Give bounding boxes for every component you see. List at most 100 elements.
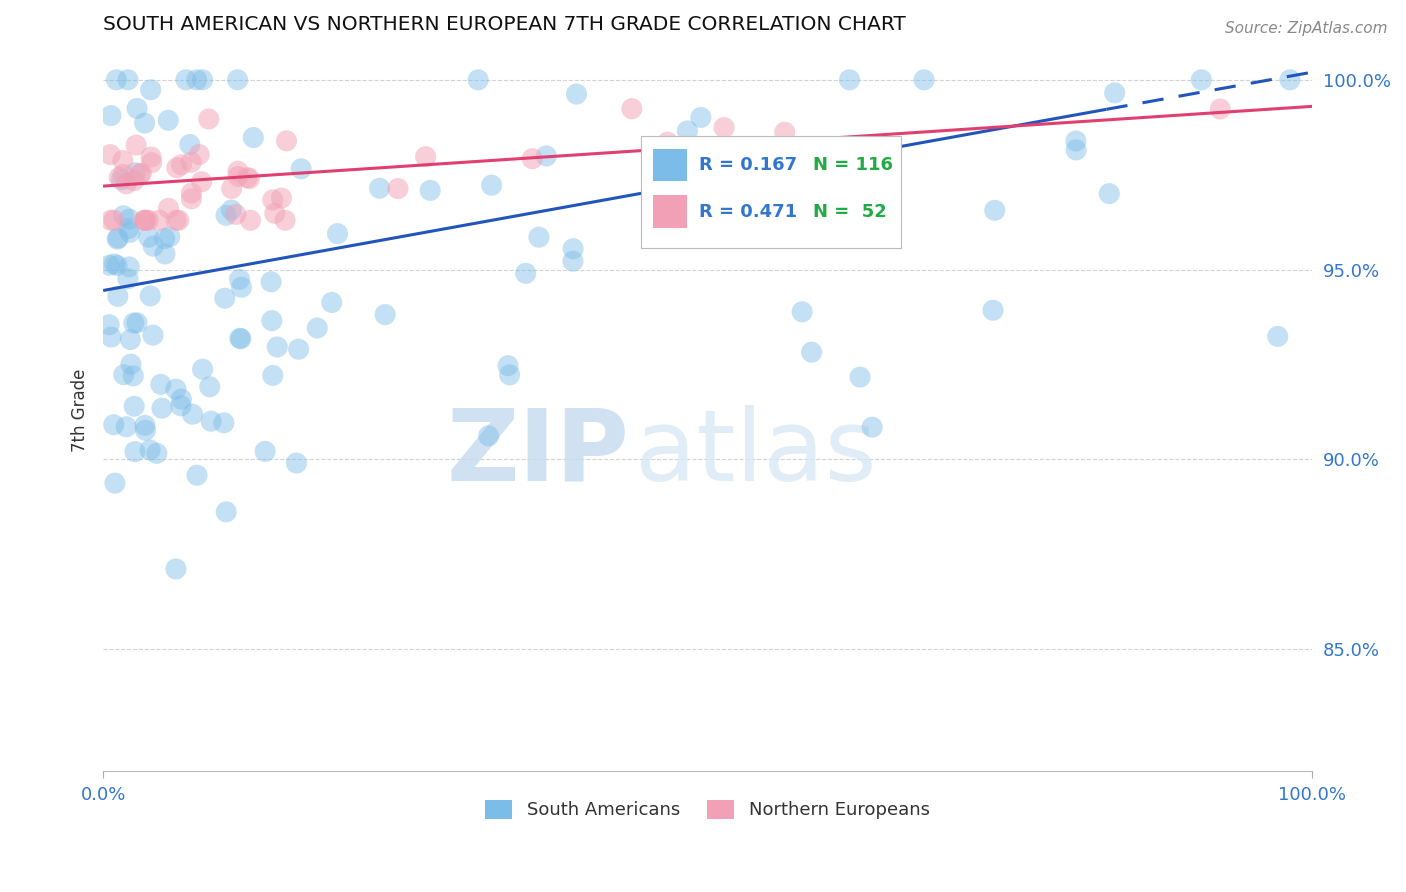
- Point: [676, 124, 699, 138]
- Point: [165, 213, 187, 227]
- Point: [260, 275, 283, 289]
- Point: [170, 392, 193, 406]
- Point: [197, 112, 219, 126]
- Point: [190, 175, 212, 189]
- Point: [105, 232, 128, 246]
- Point: [157, 113, 180, 128]
- Point: [98, 258, 121, 272]
- Point: [191, 362, 214, 376]
- Point: [98, 147, 121, 161]
- Point: [146, 446, 169, 460]
- Point: [148, 213, 170, 227]
- Point: [134, 213, 156, 227]
- Point: [125, 138, 148, 153]
- Point: [180, 155, 202, 169]
- Point: [125, 316, 148, 330]
- Point: [122, 174, 145, 188]
- Point: [166, 161, 188, 175]
- Point: [228, 272, 250, 286]
- Point: [242, 130, 264, 145]
- Point: [150, 401, 173, 416]
- Point: [100, 213, 122, 227]
- Point: [689, 111, 711, 125]
- Point: [103, 257, 125, 271]
- FancyBboxPatch shape: [641, 136, 901, 248]
- Point: [1209, 102, 1232, 116]
- Point: [105, 72, 128, 87]
- Point: [1104, 86, 1126, 100]
- Point: [124, 444, 146, 458]
- Text: atlas: atlas: [636, 405, 876, 502]
- Bar: [654, 149, 688, 181]
- Point: [773, 125, 796, 139]
- Point: [285, 456, 308, 470]
- Point: [157, 202, 180, 216]
- Point: [112, 368, 135, 382]
- Point: [374, 308, 396, 322]
- Point: [165, 562, 187, 576]
- Point: [120, 357, 142, 371]
- Point: [120, 333, 142, 347]
- Point: [100, 109, 122, 123]
- Point: [153, 247, 176, 261]
- Text: N =  52: N = 52: [813, 202, 886, 220]
- Point: [368, 181, 391, 195]
- Legend: South Americans, Northern Europeans: South Americans, Northern Europeans: [478, 793, 936, 827]
- Point: [734, 145, 756, 159]
- Point: [159, 229, 181, 244]
- Point: [170, 399, 193, 413]
- Point: [823, 224, 845, 238]
- Point: [498, 368, 520, 382]
- Text: Source: ZipAtlas.com: Source: ZipAtlas.com: [1225, 21, 1388, 36]
- Point: [179, 137, 201, 152]
- Point: [561, 254, 583, 268]
- Point: [139, 289, 162, 303]
- Point: [696, 189, 718, 203]
- Point: [141, 155, 163, 169]
- Point: [226, 72, 249, 87]
- Point: [117, 72, 139, 87]
- Point: [565, 87, 588, 101]
- Point: [226, 164, 249, 178]
- Point: [139, 83, 162, 97]
- Point: [122, 368, 145, 383]
- Point: [181, 407, 204, 421]
- Point: [165, 382, 187, 396]
- Point: [792, 305, 814, 319]
- Point: [536, 149, 558, 163]
- Point: [191, 72, 214, 87]
- Point: [117, 272, 139, 286]
- Point: [260, 313, 283, 327]
- Point: [263, 206, 285, 220]
- Point: [108, 170, 131, 185]
- Point: [103, 417, 125, 432]
- Point: [115, 177, 138, 191]
- Point: [662, 151, 685, 165]
- Point: [111, 153, 134, 168]
- Point: [326, 227, 349, 241]
- Point: [415, 150, 437, 164]
- Point: [134, 213, 156, 227]
- Point: [139, 442, 162, 457]
- Point: [276, 134, 298, 148]
- Point: [496, 359, 519, 373]
- Point: [254, 444, 277, 458]
- Text: R = 0.167: R = 0.167: [699, 156, 797, 174]
- Point: [186, 72, 208, 87]
- Point: [238, 171, 260, 186]
- Point: [188, 147, 211, 161]
- Point: [118, 225, 141, 239]
- Point: [167, 213, 190, 227]
- Point: [231, 280, 253, 294]
- Point: [266, 340, 288, 354]
- Point: [643, 148, 665, 162]
- Point: [478, 429, 501, 443]
- Point: [135, 213, 157, 227]
- Point: [290, 161, 312, 176]
- Point: [229, 331, 252, 345]
- Point: [180, 192, 202, 206]
- Point: [620, 102, 643, 116]
- Point: [419, 183, 441, 197]
- Point: [136, 213, 159, 227]
- Point: [981, 303, 1004, 318]
